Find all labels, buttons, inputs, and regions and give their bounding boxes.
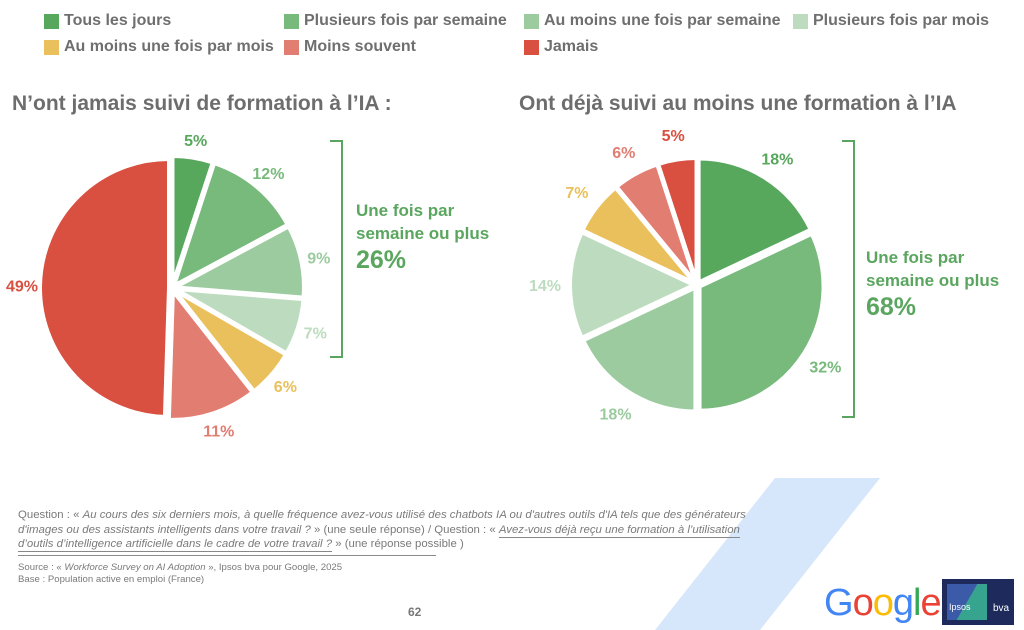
pie-slice xyxy=(38,156,171,419)
google-logo-letter: o xyxy=(852,582,874,624)
pie-data-label: 5% xyxy=(662,128,685,145)
q1-suffix: » (une seule réponse) / Question : « xyxy=(310,523,499,536)
ipsos-emblem xyxy=(947,584,987,620)
q1-text: Au cours des six derniers mois, à quelle… xyxy=(18,509,746,536)
footer-divider xyxy=(18,555,436,556)
page-number: 62 xyxy=(408,605,422,619)
pie-slice xyxy=(581,285,698,414)
legend-swatch xyxy=(44,39,59,55)
google-logo: Google xyxy=(824,582,942,625)
google-logo-letter: o xyxy=(872,582,894,624)
pie-chart-right: 18% 32% 18% 14% 7% 6% 5% xyxy=(529,128,841,423)
legend-swatch xyxy=(524,13,539,29)
bracket-label-left: Une fois par semaine ou plus 26% xyxy=(356,199,489,275)
q2-text: Avez-vous déjà reçu une formation à l’ut… xyxy=(18,523,740,552)
legend-swatch xyxy=(284,13,299,29)
bracket-text-line2: semaine ou plus xyxy=(356,224,490,243)
google-logo-letter: e xyxy=(920,582,941,624)
pie-data-label: 5% xyxy=(184,133,207,150)
pie-data-label: 9% xyxy=(307,250,330,267)
google-logo-letter: l xyxy=(912,582,922,624)
legend-label: Jamais xyxy=(544,38,599,55)
pie-data-label: 18% xyxy=(600,406,632,423)
pie-slice xyxy=(697,231,826,413)
bva-text: bva xyxy=(993,603,1010,614)
q1-prefix: Question : « xyxy=(18,509,83,521)
bracket-text-line2: semaine ou plus xyxy=(866,271,1000,290)
pie-slice xyxy=(696,156,813,285)
pie-slice xyxy=(568,230,696,340)
pie-data-label: 14% xyxy=(529,278,561,295)
chart-title-left: N’ont jamais suivi de formation à l’IA : xyxy=(12,92,392,115)
pie-data-label: 12% xyxy=(252,166,284,183)
source-title: Workforce Survey on AI Adoption xyxy=(64,562,206,573)
legend-label: Moins souvent xyxy=(304,38,417,55)
pie-data-label: 6% xyxy=(274,379,297,396)
source-prefix: Source : « xyxy=(18,562,65,573)
legend-item: Moins souvent xyxy=(284,38,416,56)
legend-label: Tous les jours xyxy=(64,12,172,29)
base-text: Base : Population active en emploi (Fran… xyxy=(18,574,205,585)
chart-title-right: Ont déjà suivi au moins une formation à … xyxy=(519,92,957,115)
bracket-right xyxy=(842,140,855,418)
legend-label: Au moins une fois par mois xyxy=(64,38,274,55)
pie-data-label: 32% xyxy=(809,359,841,376)
legend-item: Tous les jours xyxy=(44,12,171,30)
bracket-left xyxy=(330,140,343,358)
footer-question: Question : « Au cours des six derniers m… xyxy=(18,508,778,552)
bracket-value: 26% xyxy=(356,246,407,274)
legend-label: Au moins une fois par semaine xyxy=(544,12,781,29)
legend-item: Plusieurs fois par mois xyxy=(793,12,989,30)
legend-item: Jamais xyxy=(524,38,598,56)
pie-charts: 5% 12% 9% 7% 6% 11% 49% 18% 32% 18% 14% 7% 6% 5% xyxy=(6,128,855,441)
legend-swatch xyxy=(44,13,59,29)
legend-item: Au moins une fois par semaine xyxy=(524,12,781,30)
legend-item: Plusieurs fois par semaine xyxy=(284,12,507,30)
pie-data-label: 49% xyxy=(6,279,38,296)
ipsos-text: Ipsos xyxy=(949,602,971,612)
legend-label: Plusieurs fois par mois xyxy=(813,12,990,29)
bracket-text-line1: Une fois par xyxy=(866,248,965,267)
footer-source: Source : « Workforce Survey on AI Adopti… xyxy=(18,562,342,586)
pie-slice xyxy=(166,288,255,422)
ipsos-bva-logo: Ipsos bva xyxy=(942,579,1014,625)
pie-data-label: 6% xyxy=(612,145,635,162)
legend-label: Plusieurs fois par semaine xyxy=(304,12,507,29)
pie-chart-left: 5% 12% 9% 7% 6% 11% 49% xyxy=(6,133,330,441)
pie-data-label: 18% xyxy=(761,151,793,168)
pie-slice xyxy=(656,156,699,285)
pie-data-label: 7% xyxy=(565,185,588,202)
pie-data-label: 11% xyxy=(203,424,234,441)
bracket-text-line1: Une fois par xyxy=(356,201,455,220)
legend-item: Au moins une fois par mois xyxy=(44,38,274,56)
google-logo-letter: G xyxy=(824,582,854,624)
bracket-value: 68% xyxy=(866,293,917,321)
legend-swatch xyxy=(793,13,808,29)
pie-slice xyxy=(171,161,290,288)
legend-swatch xyxy=(284,39,299,55)
bracket-label-right: Une fois par semaine ou plus 68% xyxy=(866,246,999,322)
q2-suffix: » (une réponse possible ) xyxy=(332,538,464,550)
google-logo-letter: g xyxy=(892,582,914,624)
pie-data-label: 7% xyxy=(304,326,327,343)
source-suffix: », Ipsos bva pour Google, 2025 xyxy=(205,562,343,573)
legend-swatch xyxy=(524,39,539,55)
